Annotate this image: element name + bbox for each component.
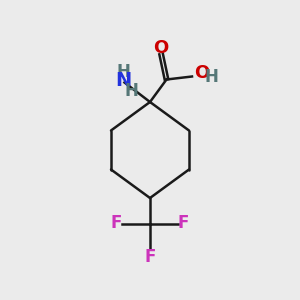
Text: H: H [116,63,130,81]
Text: N: N [115,71,131,91]
Text: F: F [178,214,189,232]
Text: O: O [154,39,169,57]
Text: F: F [111,214,122,232]
Text: O: O [194,64,210,82]
Text: H: H [124,82,138,100]
Text: F: F [144,248,156,266]
Text: H: H [205,68,218,85]
